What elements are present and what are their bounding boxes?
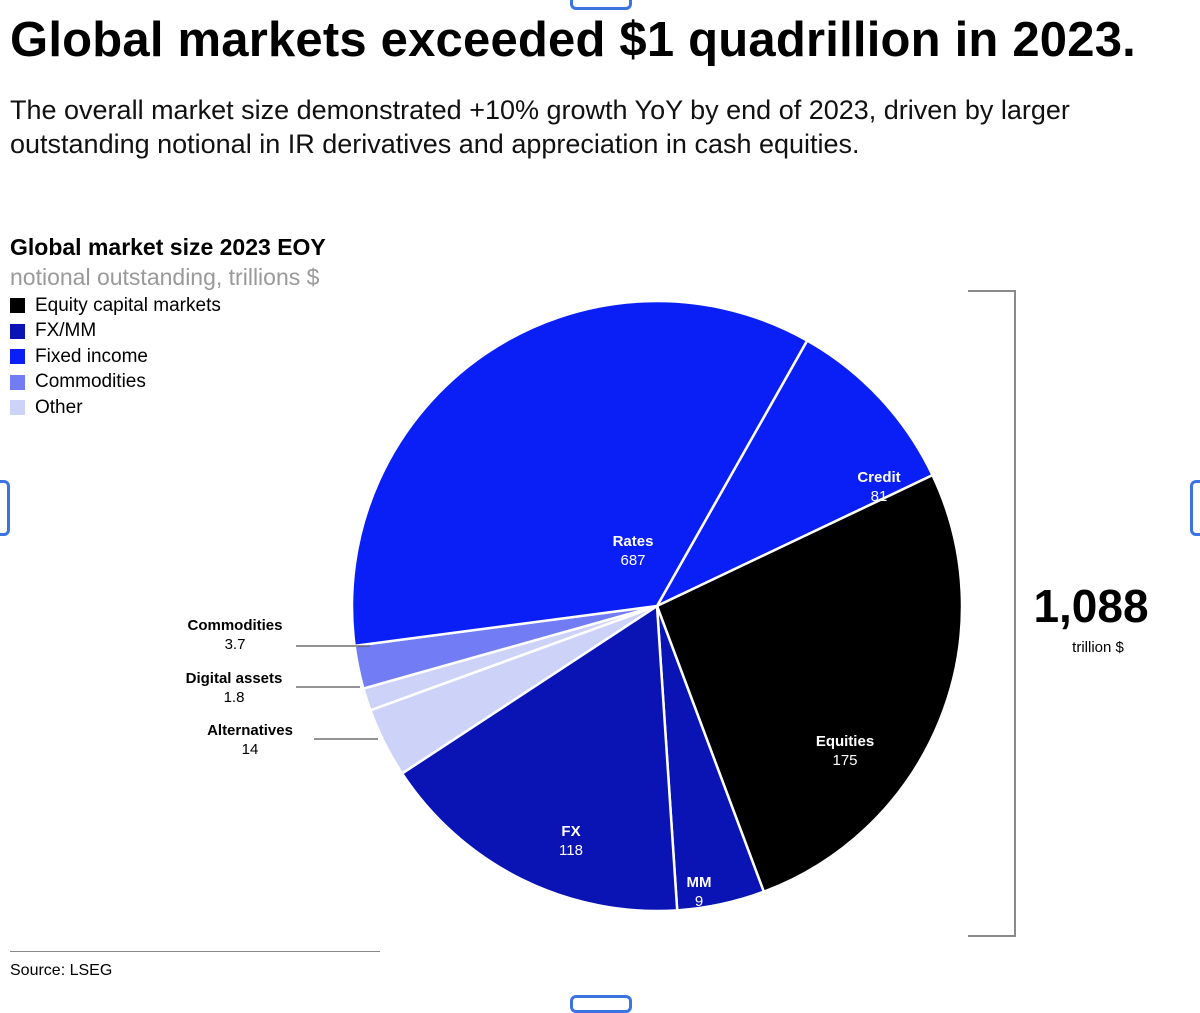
legend-swatch	[10, 298, 25, 314]
legend-label: Equity capital markets	[35, 294, 221, 316]
legend-item-equity: Equity capital markets	[10, 293, 221, 319]
bracket-line	[968, 290, 1016, 937]
source-note: Source: LSEG	[10, 962, 113, 979]
slice-label: Alternatives	[207, 722, 293, 739]
legend-item-other: Other	[10, 395, 221, 421]
legend-label: FX/MM	[35, 320, 97, 342]
slice-value: 687	[620, 552, 645, 569]
chart-legend: Equity capital markets FX/MM Fixed incom…	[10, 293, 221, 421]
slice-label: Credit	[857, 469, 900, 486]
slice-label: Digital assets	[186, 670, 283, 687]
pie-slice-fx	[400, 604, 679, 913]
chart-subtitle: notional outstanding, trillions $	[10, 264, 320, 290]
legend-label: Other	[35, 396, 83, 418]
chart-title: Global market size 2023 EOY	[10, 234, 326, 260]
slice-label: Equities	[816, 733, 874, 750]
slice-value: 9	[695, 893, 703, 910]
source-divider	[10, 951, 380, 952]
slice-label: Rates	[613, 533, 654, 550]
pie-slices	[350, 299, 964, 913]
slice-value: 14	[242, 741, 259, 758]
legend-item-fixed-income: Fixed income	[10, 344, 221, 370]
slice-labels: Credit 81 Equities 175 MM 9 FX 118 Alternatives 1…	[186, 469, 901, 910]
slice-label: Commodities	[187, 617, 282, 634]
legend-swatch	[10, 349, 25, 365]
total-value: 1,088	[1033, 580, 1148, 632]
slice-value: 1.8	[224, 689, 245, 706]
leader-lines	[296, 645, 378, 740]
headline: Global markets exceeded $1 quadrillion i…	[10, 13, 1136, 67]
slice-label: FX	[561, 823, 580, 840]
slice-value: 3.7	[225, 636, 246, 653]
resize-handle-right[interactable]	[1190, 480, 1200, 536]
pie-slice-rates	[350, 299, 809, 648]
total-bracket	[968, 290, 1016, 937]
pie-slice-credit	[655, 339, 934, 608]
slice-value: 175	[832, 752, 857, 769]
pie-slice-equities	[655, 473, 964, 893]
legend-swatch	[10, 323, 25, 339]
legend-swatch	[10, 374, 25, 390]
legend-item-fxmm: FX/MM	[10, 319, 221, 345]
slice-value: 81	[871, 488, 888, 505]
slice-value: 118	[559, 842, 583, 859]
legend-swatch	[10, 400, 25, 416]
slice-label: MM	[687, 874, 712, 891]
subheadline: The overall market size demonstrated +10…	[10, 95, 1070, 159]
resize-handle-top[interactable]	[570, 0, 632, 10]
resize-handle-left[interactable]	[0, 480, 10, 536]
legend-item-commodities: Commodities	[10, 370, 221, 396]
legend-label: Commodities	[35, 371, 146, 393]
total-unit: trillion $	[1072, 639, 1124, 656]
legend-label: Fixed income	[35, 345, 148, 367]
